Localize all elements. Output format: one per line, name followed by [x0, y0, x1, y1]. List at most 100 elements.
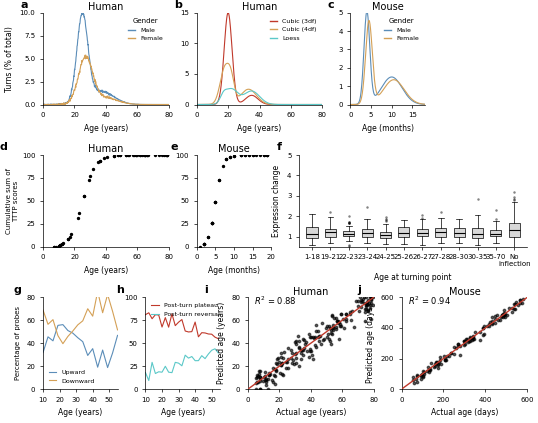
Legend: Cubic (3df), Cubic (4df), Loess: Cubic (3df), Cubic (4df), Loess	[267, 16, 319, 43]
Downward	[109, 309, 116, 314]
Point	[418, 371, 427, 378]
Point	[314, 327, 322, 334]
Point	[336, 323, 344, 330]
Post-turn reversal	[189, 354, 195, 359]
Point	[226, 153, 235, 160]
Point	[131, 152, 140, 159]
Point	[357, 304, 365, 310]
Post-turn reversal	[152, 371, 159, 376]
Point	[100, 154, 109, 161]
Point	[488, 321, 497, 327]
Point	[441, 357, 449, 364]
Point	[463, 336, 471, 343]
Point	[271, 365, 280, 372]
Point	[357, 297, 366, 304]
Point	[444, 352, 453, 359]
Downward	[40, 308, 46, 313]
Point	[59, 240, 68, 247]
Point	[163, 151, 172, 158]
Point	[262, 379, 271, 385]
Point	[366, 305, 374, 311]
Point	[342, 316, 350, 322]
Post-turn plateau	[179, 317, 185, 322]
Post-turn reversal	[192, 358, 199, 363]
PathPatch shape	[509, 222, 520, 236]
Point	[360, 299, 369, 306]
Post-turn plateau	[195, 334, 202, 339]
X-axis label: Age (years): Age (years)	[58, 408, 102, 418]
Upward	[45, 334, 51, 339]
Point	[420, 371, 428, 378]
Point	[511, 300, 520, 307]
Point	[499, 313, 508, 320]
Legend: Male, Female: Male, Female	[125, 16, 166, 44]
Point	[133, 151, 141, 158]
Point	[476, 337, 485, 343]
Point	[296, 356, 305, 363]
Point	[143, 151, 151, 158]
Point	[365, 294, 374, 301]
Post-turn plateau	[208, 332, 215, 337]
Point	[207, 220, 216, 227]
Post-turn plateau	[165, 324, 172, 330]
Point	[73, 215, 82, 222]
Point	[241, 152, 250, 159]
Point	[411, 375, 420, 382]
Post-turn reversal	[215, 351, 222, 356]
PathPatch shape	[472, 228, 483, 239]
Point	[312, 321, 321, 328]
Point	[425, 368, 434, 375]
Point	[327, 341, 335, 347]
Point	[200, 241, 208, 247]
Title: Mouse: Mouse	[372, 2, 404, 12]
Point	[507, 305, 516, 312]
Point	[450, 351, 458, 357]
Point	[501, 310, 509, 317]
Point	[158, 151, 167, 158]
Upward	[84, 353, 91, 358]
Point	[419, 373, 428, 379]
Point	[306, 348, 315, 354]
Point	[325, 338, 334, 344]
Point	[416, 376, 425, 382]
Point	[218, 163, 227, 170]
Post-turn reversal	[165, 370, 172, 375]
Point	[278, 354, 287, 361]
Point	[471, 328, 479, 335]
Point	[143, 151, 151, 158]
Point	[200, 241, 208, 247]
Point	[430, 361, 439, 368]
Upward	[60, 322, 66, 327]
Point	[263, 151, 272, 158]
Post-turn plateau	[199, 330, 205, 335]
Point	[288, 349, 296, 356]
Point	[287, 346, 295, 353]
Point	[150, 151, 159, 158]
Point	[281, 359, 290, 366]
Point	[426, 366, 434, 373]
Point	[431, 360, 440, 367]
Point	[260, 374, 268, 380]
Point	[486, 319, 494, 325]
Point	[67, 231, 76, 237]
Point	[369, 301, 378, 308]
Post-turn plateau	[146, 310, 152, 315]
Upward	[75, 335, 81, 340]
Point	[215, 177, 223, 184]
Downward	[49, 317, 56, 322]
Point	[51, 243, 60, 250]
Point	[80, 192, 88, 199]
Point	[464, 338, 472, 345]
Point	[500, 314, 509, 321]
Point	[89, 165, 97, 172]
Point	[203, 234, 212, 241]
Point	[350, 324, 358, 331]
Point	[323, 331, 332, 338]
Point	[466, 334, 475, 341]
Point	[483, 322, 491, 329]
Point	[424, 364, 433, 371]
Point	[454, 341, 462, 347]
Point	[459, 338, 468, 344]
Point	[256, 386, 264, 393]
Post-turn reversal	[169, 370, 175, 375]
